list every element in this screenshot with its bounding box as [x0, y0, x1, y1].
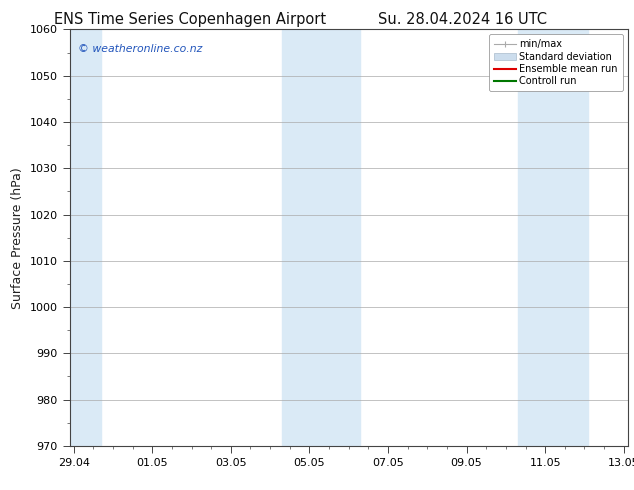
Bar — [517, 29, 588, 446]
Bar — [282, 29, 361, 446]
Text: © weatheronline.co.nz: © weatheronline.co.nz — [78, 44, 202, 54]
Text: ENS Time Series Copenhagen Airport: ENS Time Series Copenhagen Airport — [54, 12, 327, 27]
Bar — [70, 29, 101, 446]
Text: Su. 28.04.2024 16 UTC: Su. 28.04.2024 16 UTC — [378, 12, 547, 27]
Legend: min/max, Standard deviation, Ensemble mean run, Controll run: min/max, Standard deviation, Ensemble me… — [489, 34, 623, 91]
Y-axis label: Surface Pressure (hPa): Surface Pressure (hPa) — [11, 167, 24, 309]
